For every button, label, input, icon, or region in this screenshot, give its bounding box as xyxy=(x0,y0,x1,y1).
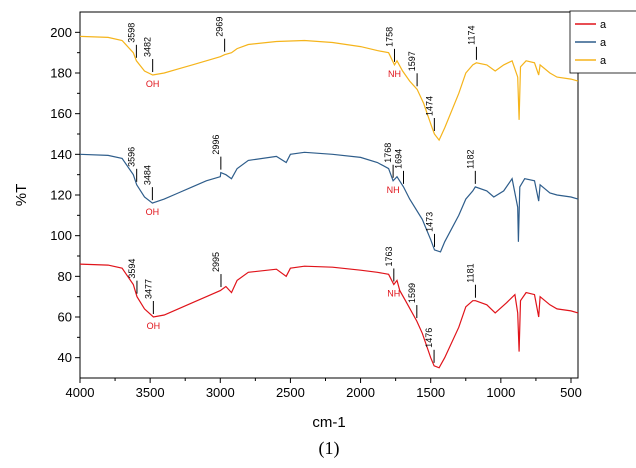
figure-caption: (1) xyxy=(319,438,340,459)
peak-label: 1758 xyxy=(385,27,395,47)
functional-group-label: OH xyxy=(146,79,160,89)
y-tick-label: 160 xyxy=(50,106,72,121)
series-line xyxy=(79,35,579,142)
peak-label: 1174 xyxy=(466,25,476,44)
y-axis-title: %T xyxy=(13,184,30,207)
x-axis-title: cm-1 xyxy=(312,414,345,431)
legend-label: a xyxy=(600,55,607,67)
peak-label: 1182 xyxy=(465,150,475,169)
y-tick-label: 180 xyxy=(50,66,72,81)
legend-label: a xyxy=(600,37,607,49)
peak-label: 1768 xyxy=(383,143,393,163)
peak-label: 1763 xyxy=(384,246,394,266)
peak-label: 2969 xyxy=(215,17,225,37)
x-tick-label: 3500 xyxy=(136,385,165,400)
x-tick-label: 4000 xyxy=(66,385,95,400)
peak-label: 3594 xyxy=(127,259,137,279)
peak-label: 1181 xyxy=(465,263,475,282)
functional-group-label: NH xyxy=(387,185,400,195)
series-line xyxy=(79,263,579,369)
series-line xyxy=(79,151,579,253)
x-tick-label: 2000 xyxy=(346,385,375,400)
functional-group-label: OH xyxy=(146,207,160,217)
x-tick-label: 1500 xyxy=(416,385,445,400)
x-tick-label: 2500 xyxy=(276,385,305,400)
peak-label: 3598 xyxy=(126,23,136,43)
y-tick-label: 120 xyxy=(50,188,72,203)
y-tick-label: 80 xyxy=(58,269,72,284)
peak-label: 2995 xyxy=(211,252,221,272)
functional-group-label: NH xyxy=(387,288,400,298)
peak-label: 1597 xyxy=(407,51,417,71)
peak-label: 1476 xyxy=(424,328,434,348)
legend: aaa xyxy=(569,10,636,74)
peak-label: 2996 xyxy=(211,135,221,155)
peak-label: 1473 xyxy=(424,212,434,232)
legend-label: a xyxy=(600,19,607,31)
peak-label: 1599 xyxy=(407,283,417,303)
functional-group-label: OH xyxy=(147,321,161,331)
peak-label: 1474 xyxy=(424,96,434,116)
y-tick-label: 140 xyxy=(50,147,72,162)
x-tick-label: 3000 xyxy=(206,385,235,400)
y-tick-label: 100 xyxy=(50,228,72,243)
x-tick-label: 500 xyxy=(560,385,582,400)
peak-label: 3482 xyxy=(143,37,153,57)
peak-label: 3596 xyxy=(127,147,137,167)
peak-label: 1694 xyxy=(393,149,403,169)
peak-label: 3484 xyxy=(142,165,152,185)
y-tick-label: 60 xyxy=(58,310,72,325)
x-tick-label: 1000 xyxy=(486,385,515,400)
functional-group-label: NH xyxy=(388,69,401,79)
y-tick-label: 200 xyxy=(50,25,72,40)
peak-label: 3477 xyxy=(143,279,153,299)
y-tick-label: 40 xyxy=(58,350,72,365)
